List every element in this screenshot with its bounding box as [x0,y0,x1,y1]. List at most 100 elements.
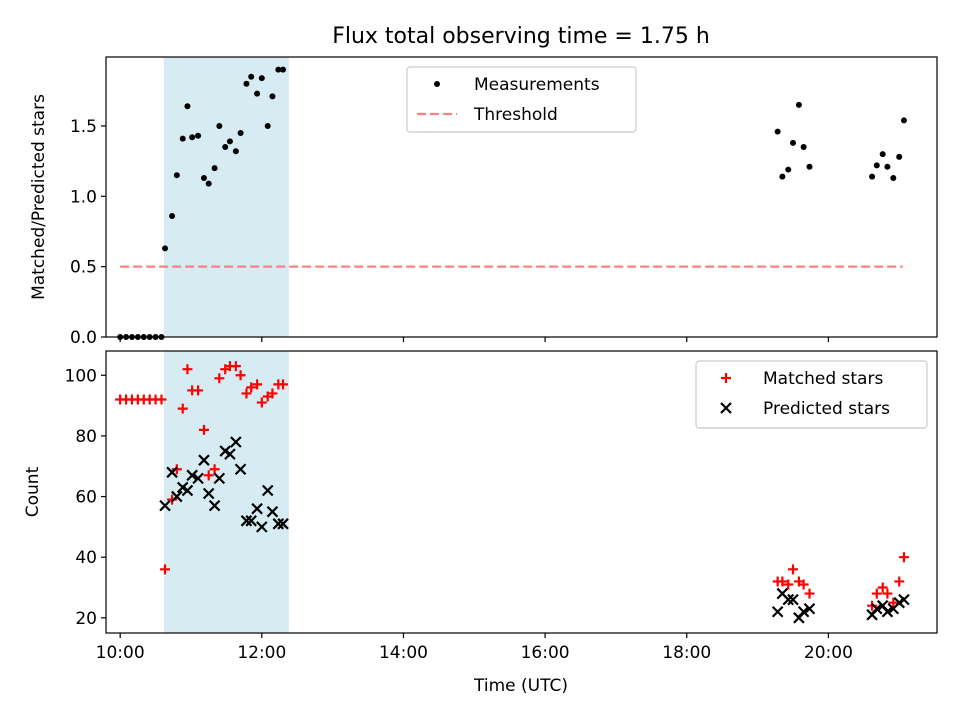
legend-dot-handle [434,81,440,87]
predicted-stars-point [787,593,799,606]
matched-stars-point [871,588,882,599]
x-tick-label: 10:00 [96,643,145,663]
predicted-stars-point [245,515,257,527]
measurements-point [184,103,191,110]
legend-label: Matched stars [763,369,883,389]
matched-stars-point [177,403,188,414]
measurements-point [200,175,207,182]
x-tick-label: 20:00 [804,643,853,663]
x-tick-label: 12:00 [237,643,286,663]
matched-stars-point [235,370,246,381]
matched-stars-point [894,576,905,587]
legend-label: Measurements [474,75,600,95]
predicted-stars-point [871,602,883,615]
matched-stars-point [888,597,899,608]
matched-stars-point [882,588,893,599]
predicted-stars-point [256,521,268,533]
measurements-point [779,173,786,180]
legend-label: Threshold [473,105,558,125]
measurements-point [890,175,897,182]
y-tick-label: 80 [75,427,97,447]
measurements-point [237,129,244,136]
predicted-stars-point [166,466,178,479]
measurements-point [226,138,233,145]
predicted-stars-point [272,518,285,530]
predicted-stars-point [251,502,263,515]
measurements-point [232,148,239,155]
matched-stars-point [193,385,204,396]
y-tick-label: 40 [75,548,97,568]
predicted-stars-point [171,490,183,503]
matched-stars-point [214,373,225,384]
matched-stars-point [898,552,909,563]
measurements-point [900,117,907,124]
y-tick-label: 1.5 [70,117,97,137]
measurements-point [869,173,876,180]
matched-stars-point [182,364,193,375]
predicted-stars-point [198,454,210,466]
x-tick-label: 16:00 [521,643,570,663]
y-tick-label: 20 [75,609,97,629]
matched-stars-point [278,379,289,390]
predicted-stars-point [230,436,242,448]
x-axis-label: Time (UTC) [473,676,568,696]
top-panel: 0.0 0.5 1.0 1.5 Matched/Predicted stars Measu… [29,56,938,348]
y-axis-label: Count [23,466,43,517]
y-tick-label: 0.0 [70,328,97,348]
matched-stars-point [230,361,241,372]
predicted-stars-point [771,605,784,618]
measurements-point [264,122,271,129]
y-tick-label: 0.5 [70,258,97,278]
legend-box [406,66,637,133]
axes-frame [105,350,938,634]
bottom-panel: 20 40 60 80 100 10:00 12:00 14:00 16:00 18:00 20:0… [23,350,938,663]
legend-x-handle [720,402,732,414]
measurements-point [169,212,176,219]
matched-stars-point [241,388,252,399]
predicted-stars-point [803,602,816,615]
y-tick-label: 60 [75,488,97,508]
y-tick-label: 100 [65,366,97,386]
measurements-point [243,80,250,87]
predicted-stars-point [266,505,279,518]
legend-box [695,360,928,429]
measurements-point [806,163,813,170]
measurements-point [258,75,265,82]
measurements-point [896,153,903,160]
measurements-point [269,93,276,100]
measurements-point [795,101,802,108]
measurements-point [785,166,792,173]
predicted-stars-point [261,484,274,497]
matched-stars-point [798,579,809,590]
predicted-stars-point [208,499,221,512]
matched-stars-point [777,576,788,587]
predicted-stars-point [181,484,194,497]
measurements-point [248,73,255,80]
measurements-point [275,66,282,73]
predicted-stars-point [202,487,215,500]
matched-stars-point [256,397,267,408]
measurements-point [195,132,202,139]
predicted-stars-point [277,518,289,530]
measurements-point [173,172,180,179]
predicted-stars-point [159,499,171,512]
axes-frame [105,56,938,338]
legend-plus-handle [721,373,731,383]
matched-stars-point [198,424,209,435]
matched-stars-point [160,564,171,575]
predicted-stars-point [234,463,247,476]
measurements-point [205,180,212,187]
predicted-stars-point [192,472,204,485]
matched-stars-point [804,588,815,599]
predicted-stars-point [797,605,810,618]
matched-stars-point [867,600,878,611]
matched-stars-point [252,379,263,390]
matched-stars-point [787,564,798,575]
predicted-stars-point [224,448,236,460]
predicted-stars-point [240,515,253,527]
measurements-point [879,151,886,158]
predicted-stars-point [898,593,910,606]
observing-span [163,57,289,337]
measurements-point [800,144,807,151]
